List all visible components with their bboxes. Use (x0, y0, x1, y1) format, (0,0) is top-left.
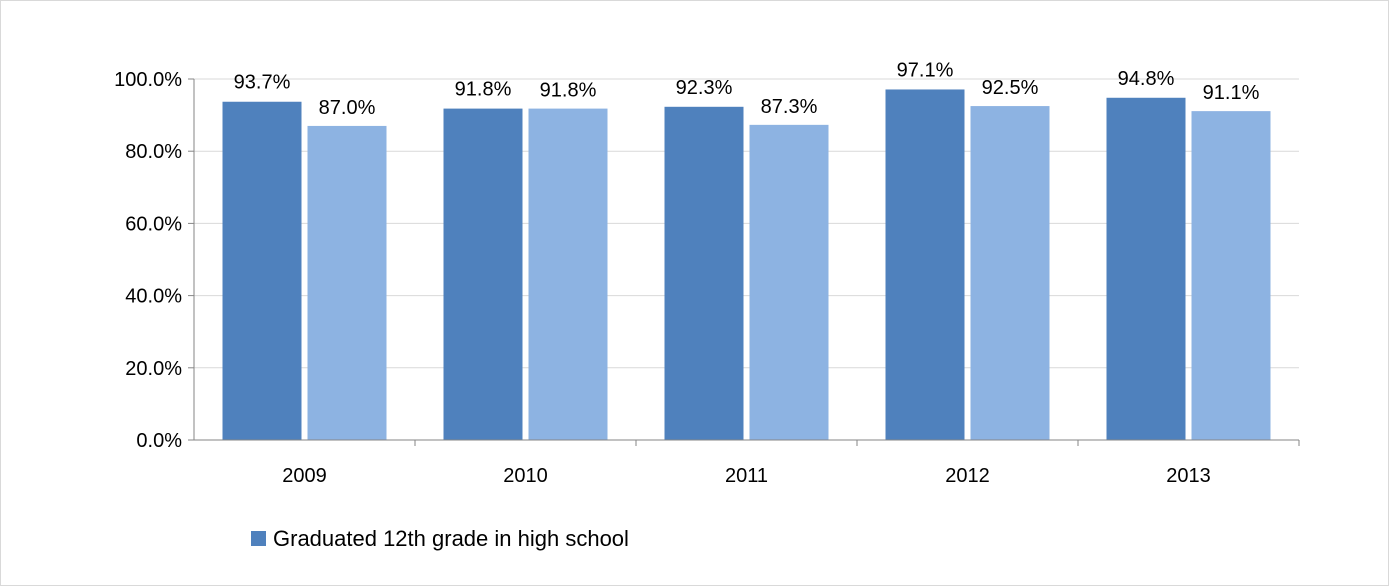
x-tick-label: 2011 (725, 465, 768, 487)
data-label: 97.1% (897, 59, 954, 81)
axes: 0.0% 20.0% 40.0% 60.0% 80.0% 100.0% 2009 2010 20… (114, 69, 1300, 487)
bar (1106, 97, 1186, 440)
data-labels: 93.7% 87.0% 91.8% 91.8% 92.3% 87.3% 97.1% 92.5%… (234, 59, 1260, 118)
bar (443, 108, 523, 441)
y-tick-label: 0.0% (136, 430, 182, 452)
bar (664, 106, 744, 440)
legend: Graduated 12th grade in high school (251, 526, 629, 551)
data-label: 91.8% (455, 79, 512, 101)
y-tick-label: 40.0% (125, 286, 182, 308)
bars (222, 89, 1271, 441)
bar (307, 125, 387, 441)
x-tick-label: 2012 (945, 465, 990, 487)
bar (970, 106, 1050, 440)
y-tick-label: 80.0% (125, 141, 182, 163)
y-tick-label: 100.0% (114, 69, 182, 91)
y-tick-label: 60.0% (125, 213, 182, 235)
x-tick-label: 2010 (503, 465, 548, 487)
data-label: 91.1% (1203, 82, 1260, 104)
data-label: 87.0% (319, 97, 376, 119)
y-tick-label: 20.0% (125, 358, 182, 380)
data-label: 92.3% (676, 77, 733, 99)
data-label: 94.8% (1118, 68, 1175, 90)
bar (1191, 111, 1271, 440)
x-tick-label: 2009 (282, 465, 327, 487)
data-label: 93.7% (234, 72, 291, 94)
x-tick-label: 2013 (1166, 465, 1211, 487)
bar (749, 124, 829, 441)
data-label: 91.8% (540, 80, 597, 102)
bar (222, 101, 302, 441)
legend-swatch (251, 531, 266, 546)
bar (885, 89, 965, 441)
bar (528, 108, 608, 441)
data-label: 92.5% (982, 77, 1039, 99)
legend-label: Graduated 12th grade in high school (273, 526, 629, 551)
data-label: 87.3% (761, 96, 818, 118)
